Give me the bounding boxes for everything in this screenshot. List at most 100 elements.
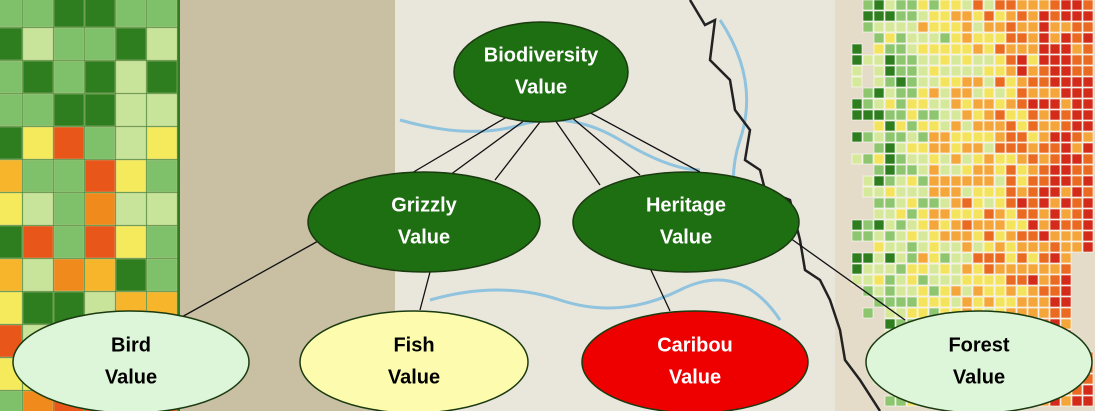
grid-cell [1060,87,1072,99]
grid-cell [917,285,929,297]
grid-cell [895,10,907,22]
grid-cell [884,142,896,154]
edge [419,271,431,311]
grid-cell [906,274,918,286]
grid-cell [972,0,984,11]
grid-cell [1005,208,1017,220]
grid-cell [851,131,863,143]
grid-cell [939,65,951,77]
grid-cell [873,32,885,44]
node: Bird Value [12,310,250,411]
grid-cell [1060,219,1072,231]
grid-cell [1016,54,1028,66]
grid-cell [0,93,23,127]
grid-cell [1071,230,1083,242]
grid-cell [928,65,940,77]
grid-cell [939,76,951,88]
grid-cell [1016,109,1028,121]
grid-cell [884,274,896,286]
grid-cell [961,76,973,88]
grid-cell [1027,230,1039,242]
grid-cell [950,153,962,165]
grid-cell [1016,219,1028,231]
grid-cell [961,131,973,143]
grid-cell [53,93,85,127]
grid-cell [1049,219,1061,231]
grid-cell [972,274,984,286]
grid-cell [1060,208,1072,220]
grid-cell [873,153,885,165]
grid-cell [939,263,951,275]
grid-cell [53,225,85,259]
grid-cell [1071,98,1083,110]
grid-cell [1038,87,1050,99]
grid-cell [0,159,23,193]
grid-cell [917,219,929,231]
grid-cell [873,21,885,33]
grid-cell [961,263,973,275]
grid-cell [906,87,918,99]
grid-cell [895,208,907,220]
grid-cell [939,285,951,297]
grid-cell [939,10,951,22]
grid-cell [928,10,940,22]
grid-cell [1038,21,1050,33]
grid-cell [1071,10,1083,22]
grid-cell [928,164,940,176]
grid-cell [1016,76,1028,88]
grid-cell [884,76,896,88]
grid-cell [939,274,951,286]
grid-cell [862,10,874,22]
grid-cell [1016,230,1028,242]
grid-cell [1038,120,1050,132]
grid-cell [895,120,907,132]
grid-cell [1071,208,1083,220]
grid-cell [906,142,918,154]
grid-cell [972,10,984,22]
grid-cell [1071,175,1083,187]
grid-cell [939,120,951,132]
grid-cell [1005,153,1017,165]
grid-cell [1060,296,1072,308]
grid-cell [1027,219,1039,231]
grid-cell [950,131,962,143]
grid-cell [53,258,85,292]
grid-cell [884,208,896,220]
grid-cell [983,175,995,187]
grid-cell [1016,98,1028,110]
grid-cell [939,219,951,231]
grid-cell [1049,43,1061,55]
grid-cell [1082,142,1094,154]
grid-cell [928,263,940,275]
grid-cell [1027,175,1039,187]
grid-cell [1071,131,1083,143]
grid-cell [1071,197,1083,209]
grid-cell [983,120,995,132]
grid-cell [1049,54,1061,66]
grid-cell [1005,219,1017,231]
grid-cell [0,192,23,226]
grid-cell [1038,252,1050,264]
grid-cell [1005,10,1017,22]
grid-cell [983,43,995,55]
grid-cell [994,21,1006,33]
grid-cell [873,10,885,22]
grid-cell [906,175,918,187]
grid-cell [994,164,1006,176]
grid-cell [950,109,962,121]
grid-cell [972,43,984,55]
grid-cell [1082,395,1094,407]
grid-cell [895,186,907,198]
grid-cell [851,109,863,121]
grid-cell [983,252,995,264]
grid-cell [917,208,929,220]
node-label: Value [660,226,712,248]
grid-cell [1016,164,1028,176]
grid-cell [961,43,973,55]
grid-cell [1049,76,1061,88]
grid-cell [972,219,984,231]
grid-cell [1060,131,1072,143]
grid-cell [1027,109,1039,121]
grid-cell [906,43,918,55]
grid-cell [917,153,929,165]
